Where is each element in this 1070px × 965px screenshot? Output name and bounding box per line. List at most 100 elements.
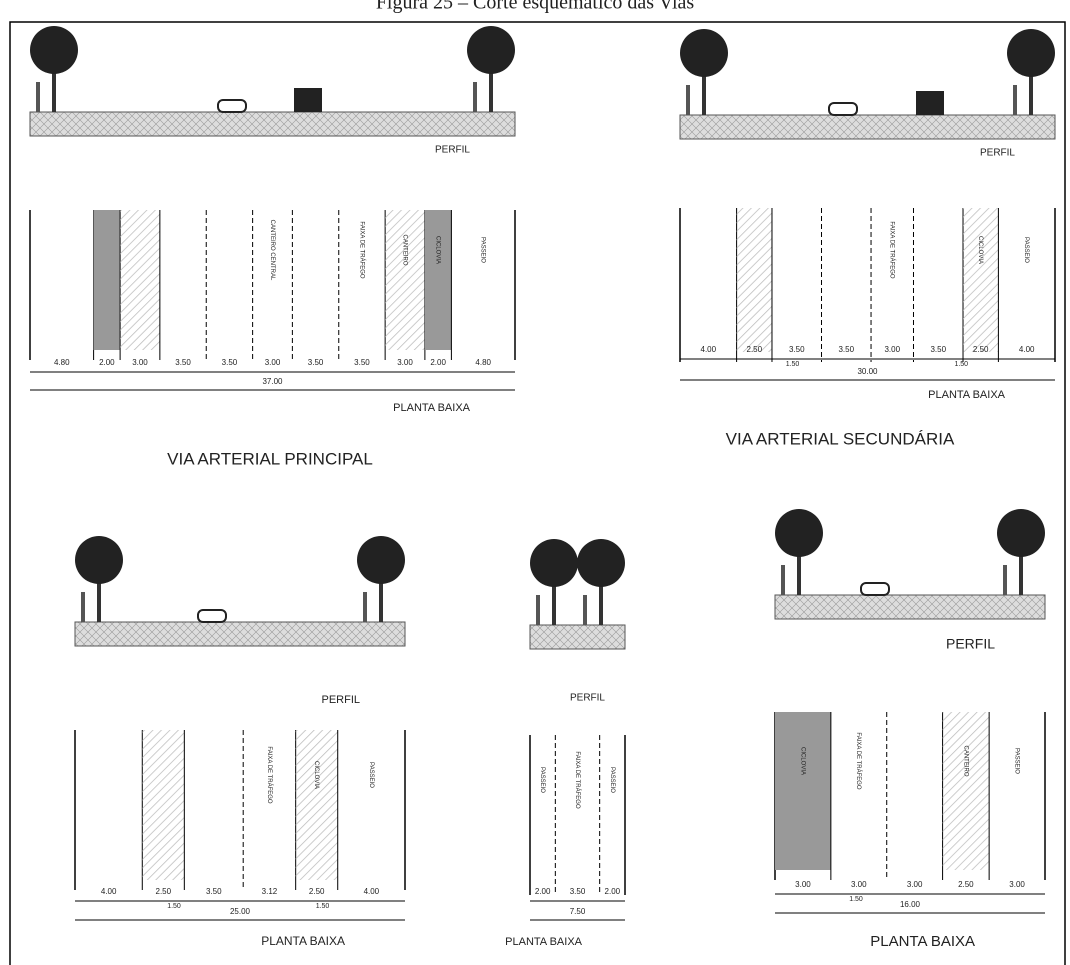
tree-crown [1007, 29, 1055, 77]
strip-label: CICLOVIA [799, 747, 805, 775]
total-label: 30.00 [857, 367, 878, 376]
caption: VIA ARTERIAL SECUNDÁRIA [726, 429, 955, 448]
strip-label: PASSEIO [609, 767, 615, 793]
dimension-label: 2.00 [430, 358, 446, 367]
dimension-label: 3.50 [308, 358, 324, 367]
strip-label: CANTEIRO [962, 745, 968, 776]
strip-hatched [385, 210, 425, 350]
tree-crown [30, 26, 78, 74]
profile-label: PERFIL [946, 636, 995, 652]
post [1003, 565, 1007, 595]
dimension-label: 3.00 [1009, 880, 1025, 889]
ground [680, 115, 1055, 139]
post [363, 592, 367, 622]
strip-label: PASSEIO [539, 767, 545, 793]
strip-hatched [963, 208, 998, 352]
strip-label: FAIXA DE TRÁFEGO [855, 732, 862, 790]
dimension-label: 2.50 [309, 887, 325, 896]
plan-label: PLANTA BAIXA [261, 934, 345, 948]
strip-dark [775, 712, 831, 870]
dimension-label: 2.50 [973, 345, 989, 354]
dimension-label: 3.12 [262, 887, 278, 896]
figure-title: Figura 25 – Corte esquemático das Vias [376, 0, 695, 14]
dimension-label: 3.50 [206, 887, 222, 896]
dimension-label: 3.00 [265, 358, 281, 367]
total-label: 25.00 [230, 907, 251, 916]
marker-label: 1.50 [954, 361, 968, 368]
marker-label: 1.50 [167, 903, 181, 910]
post [36, 82, 40, 112]
total-label: 16.00 [900, 900, 921, 909]
dimension-label: 2.50 [958, 880, 974, 889]
car [198, 610, 226, 622]
post [1013, 85, 1017, 115]
profile-label: PERFIL [570, 693, 605, 704]
plan-label: PLANTA BAIXA [505, 936, 582, 948]
dimension-label: 4.00 [701, 345, 717, 354]
tree-crown [75, 536, 123, 584]
strip-label: PASSEIO [480, 237, 486, 263]
dimension-label: 3.50 [930, 345, 946, 354]
profile-label: PERFIL [321, 694, 360, 706]
bus [294, 88, 322, 112]
plan-label: PLANTA BAIXA [870, 933, 975, 950]
dimension-label: 4.00 [1019, 345, 1035, 354]
dimension-label: 3.50 [222, 358, 238, 367]
post [536, 595, 540, 625]
total-label: 7.50 [570, 907, 586, 916]
bus [916, 91, 944, 115]
tree-crown [357, 536, 405, 584]
post [81, 592, 85, 622]
ground [530, 625, 625, 649]
caption: VIA ARTERIAL PRINCIPAL [167, 449, 373, 468]
dimension-label: 2.00 [535, 887, 551, 896]
strip-label: PASSEIO [1023, 237, 1029, 263]
dimension-label: 3.00 [884, 345, 900, 354]
strip-hatched [120, 210, 160, 350]
dimension-label: 4.80 [475, 358, 491, 367]
dimension-label: 2.00 [99, 358, 115, 367]
dimension-label: 3.00 [795, 880, 811, 889]
dimension-label: 3.50 [175, 358, 191, 367]
strip-dark [94, 210, 121, 350]
strip-label: FAIXA DE TRÁFEGO [358, 221, 365, 279]
dimension-label: 2.50 [156, 887, 172, 896]
marker-label: 1.50 [786, 361, 800, 368]
dimension-label: 3.00 [132, 358, 148, 367]
dimension-label: 2.50 [747, 345, 763, 354]
strip-hatched [142, 730, 184, 880]
marker-label: 1.50 [316, 903, 330, 910]
ground [775, 595, 1045, 619]
plan-label: PLANTA BAIXA [928, 389, 1005, 401]
strip-hatched [943, 712, 990, 870]
tree-crown [680, 29, 728, 77]
tree-crown [530, 539, 578, 587]
tree-crown [775, 509, 823, 557]
dimension-label: 4.80 [54, 358, 70, 367]
plan-label: PLANTA BAIXA [393, 402, 470, 414]
strip-label: CANTEIRO [401, 234, 407, 265]
dimension-label: 3.00 [907, 880, 923, 889]
dimension-label: 4.00 [364, 887, 380, 896]
dimension-label: 3.50 [838, 345, 854, 354]
car [861, 583, 889, 595]
post [583, 595, 587, 625]
car [829, 103, 857, 115]
strip-label: CICLOVIA [977, 236, 983, 264]
profile-label: PERFIL [435, 145, 470, 156]
strip-label: PASSEIO [1013, 748, 1019, 774]
tree-crown [467, 26, 515, 74]
strip-hatched [737, 208, 772, 352]
strip-label: FAIXA DE TRÁFEGO [574, 751, 581, 809]
tree-crown [577, 539, 625, 587]
car [218, 100, 246, 112]
profile-label: PERFIL [980, 148, 1015, 159]
strip-label: CICLOVIA [435, 236, 441, 264]
dimension-label: 3.50 [789, 345, 805, 354]
total-label: 37.00 [262, 377, 283, 386]
dimension-label: 3.00 [851, 880, 867, 889]
dimension-label: 3.50 [354, 358, 370, 367]
strip-label: FAIXA DE TRÁFEGO [266, 746, 273, 804]
strip-label: CICLOVIA [313, 761, 319, 789]
marker-label: 1.50 [849, 896, 863, 903]
